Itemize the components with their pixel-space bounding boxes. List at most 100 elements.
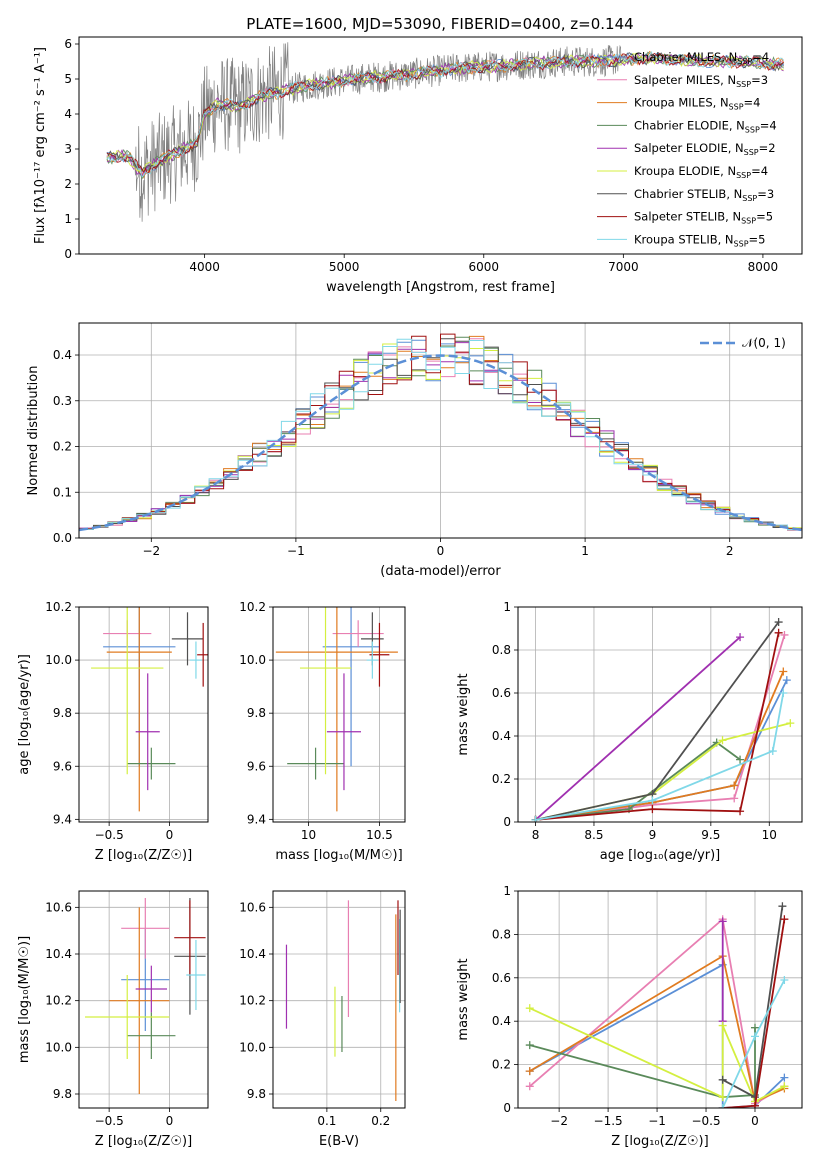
x-tick-label: 8000: [748, 260, 779, 274]
weight-point-marker: [780, 1082, 789, 1091]
weight-point-marker: [782, 676, 791, 685]
legend-entry: Salpeter MILES, NSSP=3: [634, 73, 768, 89]
panel-Z-weight: −2 −1.5 −1 −0.5 0 0 0.2 0.4 0.6 0.8 1 Z [log₁₀(Z/Z☉…: [456, 884, 803, 1149]
spectrum-legend: Chabrier MILES, NSSP=4 Salpeter MILES, NS…: [597, 50, 777, 248]
y-tick-label: 0.2: [492, 1058, 511, 1072]
weight-point-marker: [750, 1101, 759, 1108]
legend-entry: Chabrier MILES, NSSP=4: [634, 50, 769, 66]
y-tick-label: 9.8: [53, 1087, 72, 1101]
y-axis-label: age [log₁₀(age/yr)]: [17, 654, 32, 775]
y-tick-label: 0.6: [492, 686, 511, 700]
x-tick-label: 8: [532, 828, 540, 842]
weight-series-line: [535, 632, 780, 821]
x-tick-label: 8.5: [584, 828, 603, 842]
legend-entry: Chabrier STELIB, NSSP=3: [634, 187, 774, 203]
y-tick-label: 0.0: [53, 531, 72, 545]
x-tick-label: 5000: [329, 260, 360, 274]
y-axis-label: mass weight: [456, 673, 471, 755]
weight-point-marker: [525, 1082, 534, 1091]
normal-reference-curve: [79, 354, 802, 532]
y-axis-label: Normed distribution: [26, 366, 41, 496]
y-tick-label: 10.2: [45, 994, 72, 1008]
x-tick-label: 0: [166, 1114, 174, 1128]
weight-point-marker: [730, 781, 739, 790]
weight-series-line: [535, 741, 741, 821]
y-tick-label: 0.2: [492, 772, 511, 786]
y-tick-label: 9.8: [247, 706, 266, 720]
weight-point-marker: [780, 915, 789, 924]
weight-series-line: [535, 634, 786, 821]
axes-frame: [78, 36, 803, 255]
y-axis-label: Flux [fλ10⁻¹⁷ erg cm⁻² s⁻¹ A⁻¹]: [33, 47, 48, 244]
weight-series-line: [722, 919, 786, 1108]
panel-residuals: 𝒩(0, 1) −2 −1 0 1 2 0.0 0.1 0.2 0.3 0.4 (data-model…: [26, 322, 803, 579]
x-tick-label: 0: [166, 828, 174, 842]
weight-point-marker: [736, 807, 745, 816]
weight-point-marker: [525, 1067, 534, 1076]
y-tick-label: 2: [64, 177, 72, 191]
y-tick-label: 10.4: [239, 947, 266, 961]
legend-entry: Salpeter ELODIE, NSSP=2: [634, 141, 776, 157]
x-axis-label: Z [log₁₀(Z/Z☉)]: [95, 848, 192, 863]
weight-point-marker: [780, 630, 789, 639]
legend-entry: Kroupa ELODIE, NSSP=4: [634, 164, 768, 180]
weight-point-marker: [774, 618, 783, 627]
weight-point-marker: [750, 1093, 759, 1102]
legend-entry: 𝒩(0, 1): [742, 336, 786, 350]
y-tick-label: 10.2: [239, 994, 266, 1008]
x-axis-label: wavelength [Angstrom, rest frame]: [326, 280, 555, 295]
y-tick-label: 0.6: [492, 971, 511, 985]
x-tick-label: −2: [550, 1114, 568, 1128]
axes-frame: [272, 890, 406, 1109]
weight-point-marker: [718, 1021, 727, 1030]
weight-point-marker: [730, 794, 739, 803]
model-spectrum: [106, 52, 784, 173]
plot-area: [85, 898, 206, 1094]
y-tick-label: 0.2: [53, 440, 72, 454]
y-tick-label: 0.3: [53, 394, 72, 408]
y-tick-label: 1: [503, 884, 511, 898]
weight-point-marker: [750, 1023, 759, 1032]
weight-point-marker: [718, 1075, 727, 1084]
model-spectrum: [106, 50, 784, 178]
y-tick-label: 0.1: [53, 485, 72, 499]
x-tick-label: −2: [142, 544, 160, 558]
x-axis-label: Z [log₁₀(Z/Z☉)]: [611, 1134, 708, 1149]
legend-entry: Kroupa STELIB, NSSP=5: [634, 232, 765, 248]
panel-spectrum: Chabrier MILES, NSSP=4 Salpeter MILES, NS…: [33, 36, 803, 295]
x-tick-label: 7000: [608, 260, 639, 274]
y-tick-label: 10.4: [45, 947, 72, 961]
plot-area: [106, 42, 785, 222]
x-axis-label: Z [log₁₀(Z/Z☉)]: [95, 1134, 192, 1149]
y-axis-label: mass weight: [456, 958, 471, 1040]
y-tick-label: 0.4: [53, 348, 72, 362]
axes-frame: [78, 606, 209, 823]
plot-area: [91, 607, 208, 812]
y-tick-label: 4: [64, 107, 72, 121]
weight-point-marker: [648, 805, 657, 814]
y-tick-label: 10.2: [45, 600, 72, 614]
y-tick-label: 9.8: [53, 706, 72, 720]
y-tick-label: 0.8: [492, 643, 511, 657]
figure-title: PLATE=1600, MJD=53090, FIBERID=0400, z=0…: [246, 15, 633, 33]
x-tick-label: −0.5: [691, 1114, 720, 1128]
x-tick-label: 1: [581, 544, 589, 558]
x-tick-label: 10: [301, 828, 316, 842]
y-tick-label: 9.6: [53, 759, 72, 773]
x-tick-label: 4000: [189, 260, 220, 274]
y-tick-label: 10.0: [239, 1040, 266, 1054]
x-tick-label: 0.1: [317, 1114, 336, 1128]
weight-point-marker: [780, 1073, 789, 1082]
weight-point-marker: [718, 917, 727, 926]
axes-frame: [272, 606, 406, 823]
x-tick-label: −1: [287, 544, 305, 558]
y-tick-label: 10.0: [45, 653, 72, 667]
weight-point-marker: [750, 1032, 759, 1041]
y-tick-label: 5: [64, 72, 72, 86]
y-axis-label: mass [log₁₀(M/M☉)]: [17, 936, 32, 1063]
y-tick-label: 3: [64, 142, 72, 156]
x-tick-label: 0.2: [371, 1114, 390, 1128]
y-tick-label: 1: [64, 212, 72, 226]
x-tick-label: 0: [751, 1114, 759, 1128]
